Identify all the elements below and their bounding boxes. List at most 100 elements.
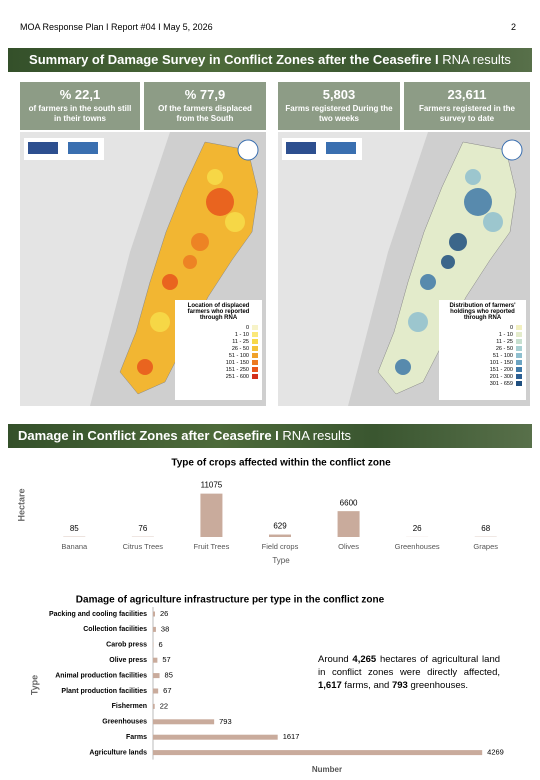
legend-label: 151 - 250 <box>225 366 249 373</box>
value-label: 76 <box>138 524 147 533</box>
stat-box: 23,611 Farmers registered in the survey t… <box>404 82 530 130</box>
y-tick-label: Agriculture lands <box>89 749 147 756</box>
map-region <box>206 188 234 216</box>
legend-item: 201 - 300 <box>443 373 522 380</box>
bar <box>153 703 155 709</box>
legend-swatch <box>516 360 522 365</box>
x-tick-label: Citrus Trees <box>123 542 164 551</box>
legend-item: 1 - 10 <box>443 331 522 338</box>
report-header: MOA Response Plan I Report #04 I May 5, … <box>20 22 213 32</box>
logo-mark <box>68 142 98 154</box>
x-tick-label: Grapes <box>473 542 498 551</box>
map-region <box>207 169 223 185</box>
legend-swatch <box>252 339 258 344</box>
legend-swatch <box>516 339 522 344</box>
legend-title: Location of displaced farmers who report… <box>187 303 250 321</box>
legend-label: 51 - 100 <box>228 352 249 359</box>
x-axis-label: Number <box>312 765 342 774</box>
value-label: 26 <box>160 609 168 618</box>
value-label: 6600 <box>340 498 358 507</box>
legend-item: 151 - 250 <box>179 366 258 373</box>
value-label: 11075 <box>201 481 223 490</box>
value-label: 68 <box>481 524 490 533</box>
x-tick-label: Field crops <box>262 542 299 551</box>
map-region <box>420 274 436 290</box>
legend-item: 301 - 659 <box>443 380 522 387</box>
legend-swatch <box>252 367 258 372</box>
stat-value: % 77,9 <box>184 87 226 102</box>
value-label: 6 <box>158 640 162 649</box>
legend-label: 101 - 150 <box>489 359 513 366</box>
emblem <box>237 139 259 161</box>
summary-text: Around <box>318 654 353 665</box>
banner-title: Summary of Damage Survey in Conflict Zon… <box>29 52 439 67</box>
x-tick-label: Fruit Trees <box>194 542 230 551</box>
bar <box>153 688 159 694</box>
y-tick-label: Fishermen <box>112 703 147 710</box>
value-label: 57 <box>162 655 170 664</box>
summary-text: 793 <box>391 680 408 691</box>
chart-title: Type of crops affected within the confli… <box>171 458 391 469</box>
stat-value: 5,803 <box>322 87 356 102</box>
stat-label: Farms registered During the two weeks <box>285 104 393 123</box>
map-region <box>441 255 455 269</box>
map-region <box>150 312 170 332</box>
legend-swatch <box>252 353 258 358</box>
legend-label: 0 <box>509 324 513 331</box>
map-region <box>137 359 153 375</box>
legend-item: 101 - 150 <box>443 359 522 366</box>
value-label: 85 <box>165 671 173 680</box>
map-region <box>408 312 428 332</box>
stat-box: % 22,1 of farmers in the south still in t… <box>20 82 140 130</box>
logo-mark <box>28 142 58 154</box>
map-legend: Distribution of farmers' holdings who re… <box>439 300 526 400</box>
logo-mark <box>326 142 356 154</box>
y-tick-label: Packing and cooling facilities <box>49 611 147 618</box>
bar <box>153 626 156 632</box>
legend-label: 301 - 659 <box>489 380 513 387</box>
value-label: 4269 <box>487 748 504 757</box>
value-label: 22 <box>160 701 168 710</box>
legend-label: 0 <box>245 324 249 331</box>
bar <box>153 673 160 679</box>
map-region <box>483 212 503 232</box>
map-legend: Location of displaced farmers who report… <box>175 300 262 400</box>
legend-item: 251 - 600 <box>179 373 258 380</box>
bar <box>269 534 291 537</box>
stat-value: 23,611 <box>447 87 487 102</box>
x-tick-label: Greenhouses <box>395 542 440 551</box>
sea <box>20 132 170 406</box>
value-label: 1617 <box>283 732 300 741</box>
banner: Summary of Damage Survey in Conflict Zon… <box>8 48 532 72</box>
legend-label: 51 - 100 <box>492 352 513 359</box>
legend-item: 26 - 50 <box>443 345 522 352</box>
bar <box>153 719 215 725</box>
legend-label: 151 - 200 <box>489 366 513 373</box>
summary-text: 1,617 <box>318 680 342 691</box>
legend-swatch <box>516 332 522 337</box>
bar <box>153 750 483 756</box>
y-tick-label: Animal production facilities <box>55 672 147 679</box>
y-tick-label: Plant production facilities <box>61 688 147 695</box>
legend-item: 101 - 150 <box>179 359 258 366</box>
legend-item: 51 - 100 <box>179 352 258 359</box>
legend-swatch <box>516 367 522 372</box>
legend-item: 26 - 50 <box>179 345 258 352</box>
emblem <box>501 139 523 161</box>
legend-swatch <box>516 353 522 358</box>
legend-swatch <box>252 360 258 365</box>
legend-swatch <box>516 325 522 330</box>
value-label: 38 <box>161 624 169 633</box>
bar <box>200 493 223 537</box>
map-region <box>183 255 197 269</box>
value-label: 85 <box>70 524 79 533</box>
legend-swatch <box>252 325 258 330</box>
stat-label: Farmers registered in the survey to date <box>418 104 516 123</box>
y-axis-label: Hectare <box>16 488 26 521</box>
legend-title: Distribution of farmers' holdings who re… <box>449 303 516 321</box>
stat-box: % 77,9 Of the farmers displaced from the … <box>144 82 266 130</box>
map-region <box>225 212 245 232</box>
y-tick-label: Farms <box>126 734 147 741</box>
map-region <box>395 359 411 375</box>
